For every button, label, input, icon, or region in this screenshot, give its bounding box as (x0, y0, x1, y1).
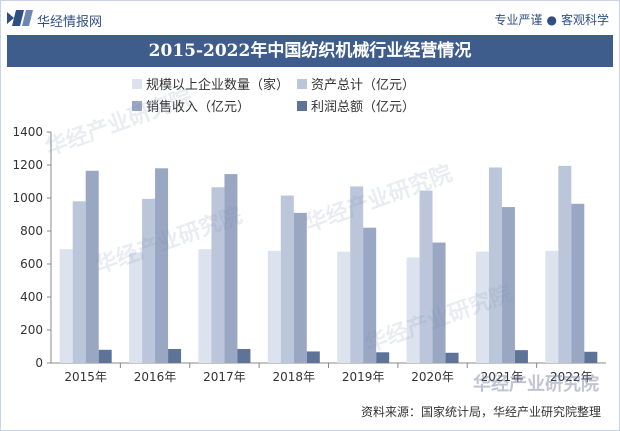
y-tick-label-1400: 1400 (12, 125, 43, 139)
bar-2-2016年 (142, 198, 156, 363)
x-tick-label-2018年: 2018年 (273, 370, 316, 384)
x-tick-label-2019年: 2019年 (342, 370, 385, 384)
y-tick-label-600: 600 (20, 257, 43, 271)
legend-swatch-3 (132, 101, 142, 111)
x-tick-label-2022年: 2022年 (550, 370, 593, 384)
bar-1-2018年 (267, 250, 281, 363)
chart-title: 2015-2022年中国纺织机械行业经营情况 (7, 35, 613, 67)
bar-3-2020年 (432, 242, 446, 363)
bar-3-2022年 (571, 203, 585, 363)
y-tick-label-1200: 1200 (12, 158, 43, 172)
bar-4-2022年 (584, 351, 598, 363)
top-bar: 华经情报网 专业严谨 ● 客观科学 (1, 1, 619, 35)
y-tick-label-800: 800 (20, 224, 43, 238)
bar-4-2018年 (306, 351, 320, 363)
bar-3-2017年 (224, 174, 238, 363)
y-tick-label-400: 400 (20, 290, 43, 304)
y-tick-label-0: 0 (35, 356, 43, 370)
bar-4-2020年 (445, 352, 459, 363)
x-tick-label-2016年: 2016年 (134, 370, 177, 384)
bar-2-2015年 (72, 201, 86, 363)
bar-4-2021年 (514, 350, 528, 363)
bar-3-2015年 (85, 170, 99, 363)
legend-label-3: 销售收入（亿元） (146, 99, 250, 115)
bar-1-2022年 (545, 250, 559, 363)
bar-4-2016年 (168, 348, 182, 363)
legend-swatch-4 (297, 101, 307, 111)
legend-label-4: 利润总额（亿元） (311, 100, 415, 115)
bar-2-2021年 (488, 167, 502, 363)
bar-1-2020年 (406, 257, 420, 363)
bar-1-2021年 (475, 251, 489, 363)
bar-2-2019年 (350, 186, 364, 363)
bar-4-2015年 (98, 349, 112, 363)
slogan: 专业严谨 ● 客观科学 (494, 11, 609, 28)
bar-3-2016年 (155, 168, 169, 363)
x-tick-label-2015年: 2015年 (64, 370, 107, 384)
bar-3-2021年 (501, 207, 515, 363)
y-tick-label-200: 200 (20, 323, 43, 337)
bar-4-2019年 (376, 352, 390, 363)
x-tick-label-2020年: 2020年 (411, 370, 454, 384)
bar-1-2017年 (198, 249, 212, 363)
bar-3-2019年 (363, 227, 377, 363)
source-note: 资料来源：国家统计局，华经产业研究院整理 (360, 405, 601, 419)
bar-1-2019年 (337, 251, 351, 363)
slogan-dot: ● (546, 13, 557, 27)
watermark-corner: 华经产业研究院 (473, 374, 599, 395)
bar-3-2018年 (293, 212, 307, 363)
bar-1-2016年 (129, 252, 143, 363)
brand-logo-icon (7, 10, 33, 26)
bar-chart: 规模以上企业数量（家） 资产总计（亿元） 销售收入（亿元） 利润总额（亿元） 0 200 4… (12, 77, 606, 384)
x-tick-label-2017年: 2017年 (203, 370, 246, 384)
legend-swatch-1 (132, 79, 142, 89)
legend-label-1: 规模以上企业数量（家） (146, 77, 289, 93)
slogan-right: 客观科学 (560, 13, 609, 27)
slogan-left: 专业严谨 (494, 13, 543, 27)
x-tick-label-2021年: 2021年 (481, 370, 524, 384)
brand-name: 华经情报网 (37, 15, 103, 30)
legend-label-2: 资产总计（亿元） (311, 78, 415, 93)
bar-1-2015年 (59, 249, 73, 363)
legend-swatch-2 (297, 79, 307, 89)
bar-2-2018年 (280, 195, 294, 363)
bar-2-2017年 (211, 187, 225, 363)
bar-2-2020年 (419, 190, 433, 363)
y-tick-label-1000: 1000 (12, 191, 43, 205)
bar-2-2022年 (558, 165, 572, 363)
bar-4-2017年 (237, 348, 251, 363)
